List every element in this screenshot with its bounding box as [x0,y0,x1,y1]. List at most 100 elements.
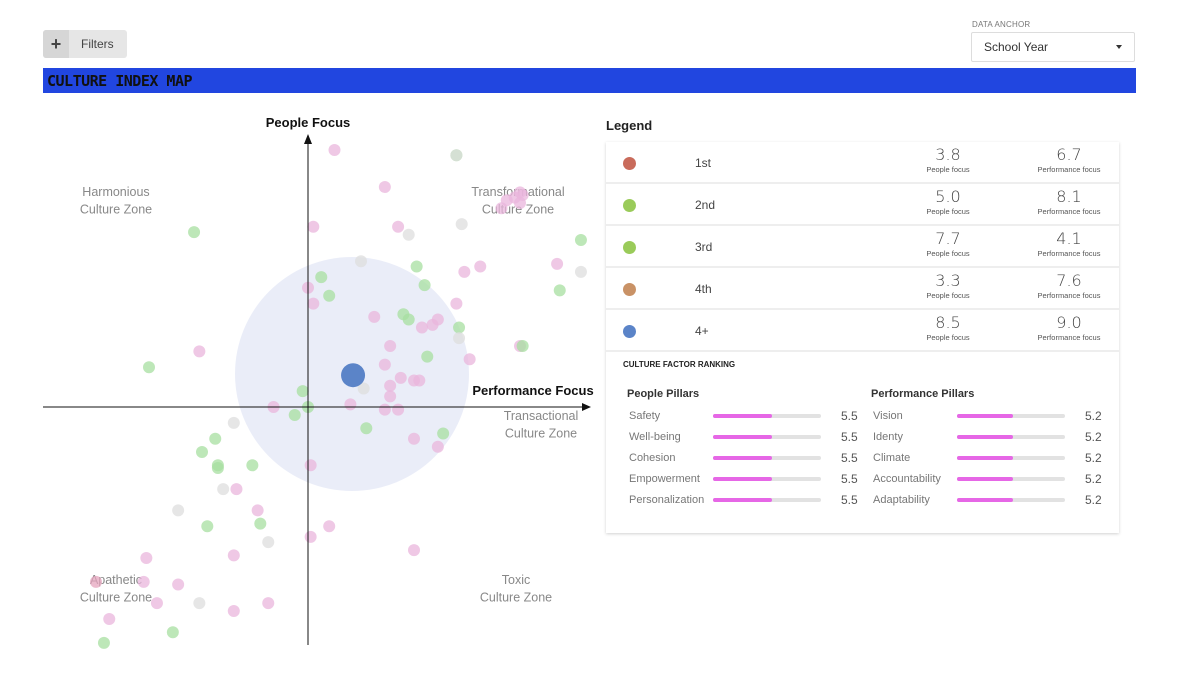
data-point[interactable] [418,279,431,292]
pillar-value: 5.2 [1085,409,1102,423]
pillar-bar-track [957,498,1065,502]
data-point[interactable] [188,226,201,239]
pillar-bar-track [713,414,821,418]
data-point[interactable] [209,432,222,445]
data-point[interactable] [574,234,587,247]
people-focus-value: 8.5 [935,313,961,332]
data-point[interactable] [392,403,405,416]
data-point[interactable] [455,218,468,231]
pillar-label: Safety [629,410,661,422]
data-point[interactable] [137,575,150,588]
data-anchor-select[interactable]: School Year [971,32,1135,62]
data-point[interactable] [344,398,357,411]
data-point[interactable] [304,459,317,472]
data-point[interactable] [355,255,367,268]
data-point[interactable] [458,265,471,278]
data-point[interactable] [217,483,230,496]
data-point[interactable] [431,440,444,453]
data-point[interactable] [368,310,381,323]
data-point[interactable] [408,544,420,557]
data-point[interactable] [453,332,466,345]
data-point[interactable] [384,379,397,392]
pillar-value: 5.2 [1085,472,1102,486]
data-point[interactable] [516,340,529,353]
pillar-label: Well-being [629,431,681,443]
data-point[interactable] [90,575,102,588]
data-point[interactable] [514,196,526,209]
data-point[interactable] [211,461,224,474]
data-point[interactable] [378,358,391,371]
data-point[interactable] [227,416,240,429]
data-point[interactable] [394,371,407,384]
data-point[interactable] [421,350,434,363]
data-point[interactable] [323,289,336,302]
data-point[interactable] [402,228,415,241]
pillar-label: Identy [873,431,903,443]
data-point[interactable] [262,536,275,549]
data-point[interactable] [378,403,391,416]
data-point[interactable] [450,149,463,162]
data-point[interactable] [453,321,466,334]
data-point[interactable] [437,427,450,440]
data-point[interactable] [450,297,463,310]
data-point[interactable] [150,597,163,610]
data-point[interactable] [392,220,405,233]
data-point[interactable] [402,313,415,326]
data-point[interactable] [97,636,110,649]
data-point[interactable] [474,260,487,273]
pillar-bar-fill [713,477,773,481]
data-point[interactable] [413,374,426,387]
data-point[interactable] [357,382,370,395]
data-point[interactable] [384,340,397,353]
data-point[interactable] [495,202,508,215]
legend-people-metric: 3.3 People focus [908,272,988,301]
data-point[interactable] [227,549,240,562]
data-point[interactable] [262,597,275,610]
pillar-row: Empowerment 5.5 [629,471,869,489]
data-point[interactable] [140,552,153,565]
zone-label-right: Transactional [504,409,579,423]
data-point[interactable] [463,353,476,366]
pillar-value: 5.5 [841,430,858,444]
legend-dot-icon [623,199,636,212]
data-point[interactable] [201,520,214,533]
data-point[interactable] [307,220,320,233]
data-point[interactable] [172,504,185,517]
data-point[interactable] [415,321,428,334]
data-point[interactable] [378,181,391,194]
data-point[interactable] [315,271,328,284]
data-point[interactable] [574,265,587,278]
data-point[interactable] [410,260,423,273]
data-point[interactable] [103,613,116,625]
data-point[interactable] [246,459,259,472]
data-point[interactable] [553,284,566,297]
data-point[interactable] [193,597,206,610]
performance-focus-value: 7.6 [1056,271,1082,290]
data-point[interactable] [143,361,155,374]
data-point[interactable] [230,483,243,496]
data-point[interactable] [251,504,264,517]
highlight-point[interactable] [341,363,366,388]
data-point[interactable] [551,257,564,270]
legend-row: 4+ 8.5 People focus 9.0 Performance focu… [606,310,1119,352]
data-point[interactable] [304,530,317,543]
data-point[interactable] [172,578,185,591]
people-focus-label: People focus [926,291,970,300]
data-point[interactable] [408,432,420,445]
data-point[interactable] [384,390,397,403]
data-point[interactable] [328,143,341,156]
pillar-label: Vision [873,410,903,422]
data-point[interactable] [193,345,206,358]
data-point[interactable] [166,626,179,639]
data-point[interactable] [288,408,301,421]
data-point[interactable] [196,446,208,459]
data-point[interactable] [431,313,444,326]
data-point[interactable] [323,520,336,533]
filters-button[interactable]: + Filters [43,30,127,58]
data-point[interactable] [254,517,267,530]
data-point[interactable] [360,422,373,435]
data-point[interactable] [296,385,309,398]
data-point[interactable] [227,605,240,618]
data-point[interactable] [307,297,320,310]
